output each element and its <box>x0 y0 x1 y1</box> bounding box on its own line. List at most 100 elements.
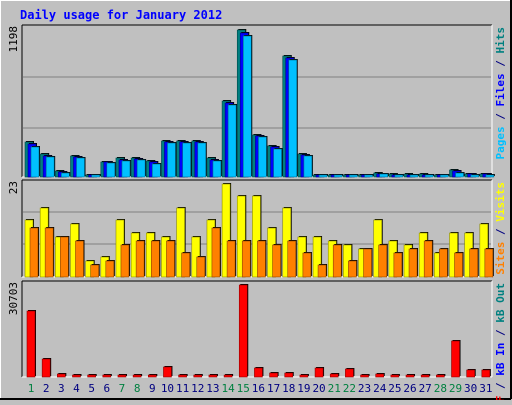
bar-pages <box>242 35 252 178</box>
bar-sites <box>378 244 388 278</box>
x-tick-label: 5 <box>88 382 95 395</box>
bar-pages <box>303 155 313 178</box>
bar-kb-f <box>254 367 263 378</box>
bar-sites <box>75 240 84 278</box>
y-legend-part: kB Out <box>494 283 507 323</box>
bar-kb-f <box>41 358 51 378</box>
bar-kb-f <box>117 374 127 378</box>
bar-pages <box>379 173 389 178</box>
bar-pages <box>45 156 55 178</box>
x-tick-label: 28 <box>434 382 447 395</box>
bar-kb-f <box>163 366 172 378</box>
bar-pages <box>30 146 40 178</box>
bar-pages <box>364 174 373 178</box>
x-tick-label: 14 <box>221 382 235 395</box>
bar-kb-f <box>451 340 460 378</box>
bar-kb-f <box>102 374 112 378</box>
bar-sites <box>393 252 403 278</box>
x-tick-label: 23 <box>358 382 371 395</box>
bar-sites <box>454 252 463 278</box>
bar-sites <box>287 240 297 278</box>
bar-sites <box>120 244 130 278</box>
x-tick-label: 26 <box>403 382 416 395</box>
bar-kb-f <box>132 374 142 378</box>
x-tick-label: 6 <box>103 382 110 395</box>
bar-pages <box>61 172 70 178</box>
y-max-label: 30703 <box>7 282 20 315</box>
bar-sites <box>408 248 418 278</box>
bar-sites <box>241 240 251 278</box>
bar-pages <box>409 174 419 178</box>
x-tick-label: 20 <box>312 382 325 395</box>
bar-pages <box>440 174 449 178</box>
panel-hits-files-pages: 1198 Pages / Files / Hits <box>7 24 507 178</box>
bar-sites <box>211 227 221 278</box>
bar-sites <box>423 240 433 278</box>
bar-kb-f <box>436 374 445 378</box>
bar-pages <box>151 163 161 178</box>
x-tick-label: 2 <box>43 382 50 395</box>
bar-pages <box>182 142 191 178</box>
bar-kb-f <box>405 374 415 378</box>
bar-kb-f <box>466 369 475 378</box>
bar-kb-f <box>87 374 96 378</box>
x-tick-label: 10 <box>161 382 174 395</box>
bar-sites <box>44 227 54 278</box>
y-legend: Sites / Visits <box>494 182 507 275</box>
x-tick-label: 21 <box>328 382 341 395</box>
bar-kb-f <box>284 372 294 378</box>
bar-visits <box>252 195 261 278</box>
x-tick-label: 8 <box>134 382 141 395</box>
bar-pages <box>258 136 267 178</box>
bar-pages <box>349 174 358 178</box>
bar-pages <box>333 174 343 178</box>
x-tick-label: 29 <box>449 382 462 395</box>
bar-sites <box>135 240 145 278</box>
bar-sites <box>29 227 39 278</box>
bar-pages <box>167 142 176 178</box>
bar-pages <box>121 160 131 178</box>
bar-sites <box>90 264 99 278</box>
bar-pages <box>455 172 464 178</box>
bar-sites <box>196 256 206 278</box>
x-tick-label: 22 <box>343 382 356 395</box>
bar-sites <box>226 240 236 278</box>
x-tick-label: 9 <box>149 382 156 395</box>
panel-visits-sites: 23 Sites / Visits <box>7 179 507 278</box>
bar-kb-f <box>375 373 385 378</box>
bar-visits <box>312 236 322 278</box>
x-tick-label: 7 <box>119 382 126 395</box>
y-legend-part: / <box>494 107 507 127</box>
y-max-label: 1198 <box>7 26 20 53</box>
y-legend-part: Files <box>494 73 507 106</box>
y-legend-part: kB In <box>494 343 507 376</box>
bar-sites <box>439 248 448 278</box>
bar-pages <box>485 174 495 178</box>
bar-pages <box>318 174 328 178</box>
bar-sites <box>257 240 266 278</box>
bar-kb-f <box>238 284 248 378</box>
bar-pages <box>197 142 207 178</box>
y-legend-part: / <box>494 376 507 396</box>
x-tick-label: 24 <box>373 382 387 395</box>
bar-sites <box>150 240 160 278</box>
x-tick-label: 13 <box>206 382 219 395</box>
bar-visits <box>236 195 246 278</box>
y-legend-part: / <box>494 323 507 343</box>
bar-sites <box>105 260 115 278</box>
x-tick-label: 11 <box>176 382 189 395</box>
bar-kb-f <box>329 373 339 378</box>
y-legend-part: Sites <box>494 242 507 275</box>
panel-kbytes: 30703 kB F / kB In / kB Out <box>7 280 507 405</box>
bar-kb-f <box>360 374 369 378</box>
y-legend-part: Pages <box>494 126 507 159</box>
y-legend-part: / <box>494 54 507 74</box>
chart-title: Daily usage for January 2012 <box>20 8 222 22</box>
x-tick-label: 16 <box>252 382 265 395</box>
bar-sites <box>348 260 357 278</box>
x-tick-label: 1 <box>28 382 35 395</box>
bar-pages <box>212 160 222 178</box>
bar-pages <box>288 59 298 178</box>
bar-pages <box>91 174 100 178</box>
